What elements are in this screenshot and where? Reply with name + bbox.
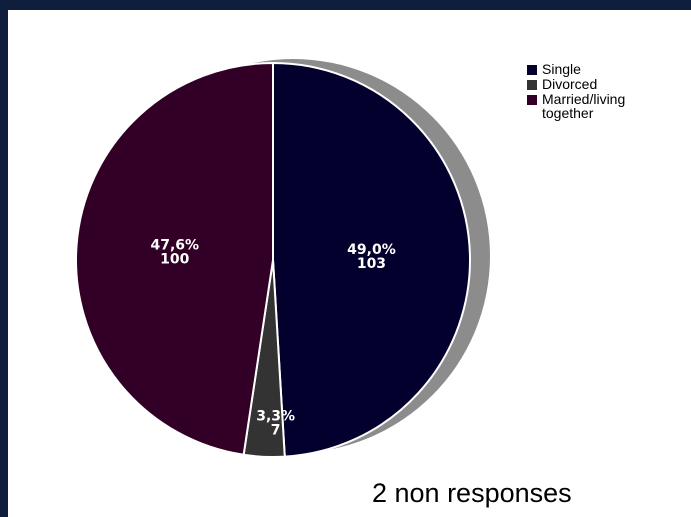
legend-swatch-married	[527, 95, 537, 105]
legend-item-divorced: Divorced	[527, 77, 687, 91]
legend-item-single: Single	[527, 62, 687, 76]
legend-label-single: Single	[542, 61, 581, 77]
legend-swatch-divorced	[527, 80, 537, 90]
non-responses-note: 2 non responses	[372, 478, 572, 508]
chart-legend: Single Divorced Married/living together	[527, 62, 687, 121]
legend-label-divorced: Divorced	[542, 76, 598, 92]
legend-item-married: Married/living together	[527, 92, 687, 120]
legend-label-married: Married/living together	[542, 91, 626, 121]
slice-label-single: 49,0% 103	[347, 242, 396, 272]
slice-label-divorced: 3,3% 7	[256, 408, 295, 438]
legend-swatch-single	[527, 65, 537, 75]
pie-slice-married	[75, 61, 274, 456]
slice-label-married: 47,6% 100	[150, 238, 199, 268]
pie-slice-single	[272, 61, 471, 458]
